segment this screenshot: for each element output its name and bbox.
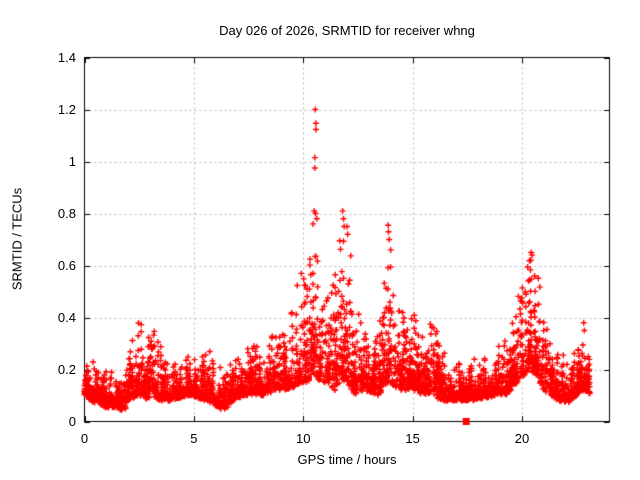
x-tick-label: 15	[405, 431, 420, 446]
y-tick-label: 0	[68, 413, 76, 429]
y-tick-label: 0.8	[57, 205, 76, 221]
y-axis-label: SRMTID / TECUs	[9, 187, 25, 291]
x-tick-label: 20	[514, 431, 530, 446]
y-tick-label: 1	[68, 153, 76, 169]
x-axis-label: GPS time / hours	[297, 452, 397, 467]
y-tick-label: 0.6	[57, 257, 76, 273]
x-tick-label: 10	[296, 431, 311, 446]
y-tick-label: 0.2	[57, 361, 76, 377]
x-tick-label: 0	[80, 431, 89, 446]
y-tick-label: 1.4	[57, 49, 76, 65]
chart-title: Day 026 of 2026, SRMTID for receiver whn…	[219, 23, 475, 38]
y-tick-label: 0.4	[57, 309, 76, 325]
x-tick-label: 5	[190, 431, 198, 446]
y-tick-label: 1.2	[57, 101, 76, 117]
